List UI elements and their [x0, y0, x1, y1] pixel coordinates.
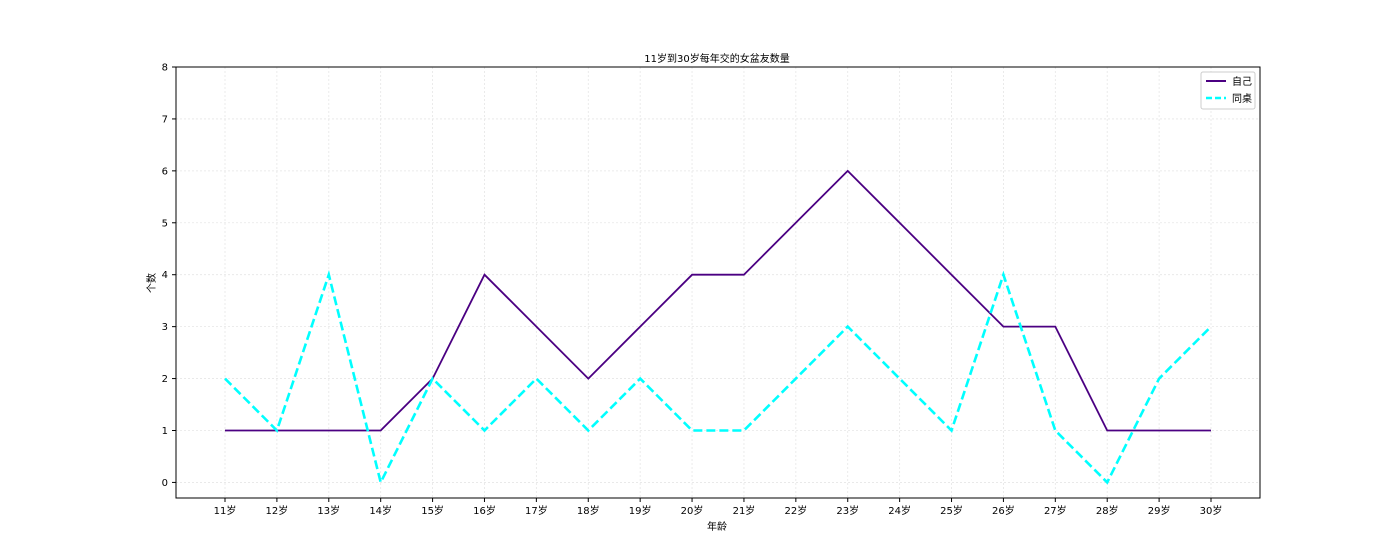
x-tick-label: 25岁 [940, 504, 963, 517]
x-tick-label: 30岁 [1200, 504, 1223, 517]
legend-label-deskmate: 同桌 [1232, 92, 1252, 105]
y-tick-label: 4 [162, 270, 168, 281]
x-axis-title: 年龄 [707, 520, 727, 533]
x-tick-label: 16岁 [473, 504, 496, 517]
y-tick-label: 2 [162, 374, 168, 385]
plot-frame [175, 66, 1261, 499]
series-layer [224, 169, 1212, 487]
x-tick-label: 11岁 [214, 504, 237, 517]
series-line-deskmate [224, 270, 1212, 487]
x-tick-label: 13岁 [317, 504, 340, 517]
chart-title: 11岁到30岁每年交的女盆友数量 [644, 52, 789, 65]
y-tick-label: 0 [162, 478, 168, 489]
x-tick-label: 23岁 [836, 504, 859, 517]
x-tick-label: 14岁 [369, 504, 392, 517]
y-tick-label: 7 [162, 114, 168, 125]
x-tick-label: 24岁 [888, 504, 911, 517]
x-tick-label: 27岁 [1044, 504, 1067, 517]
x-tick-label: 29岁 [1148, 504, 1171, 517]
grid [176, 66, 1260, 498]
x-tick-label: 12岁 [266, 504, 289, 517]
x-tick-label: 28岁 [1096, 504, 1119, 517]
legend-label-self: 自己 [1232, 75, 1252, 88]
x-tick-label: 22岁 [784, 504, 807, 517]
x-tick-label: 19岁 [629, 504, 652, 517]
x-tick-label: 15岁 [421, 504, 444, 517]
x-axis: 11岁 12岁 13岁 14岁 15岁 16岁 17岁 18岁 19岁 20岁 21岁 22岁 23岁 2… [214, 498, 1223, 517]
y-axis-title: 个数 [145, 273, 158, 293]
legend: 自己 同桌 [1200, 71, 1256, 110]
x-tick-label: 20岁 [681, 504, 704, 517]
y-tick-label: 5 [162, 218, 168, 229]
y-tick-label: 1 [162, 426, 168, 437]
y-axis: 0 1 2 3 4 5 6 7 8 [162, 63, 176, 489]
y-tick-label: 6 [162, 166, 168, 177]
x-tick-label: 21岁 [733, 504, 756, 517]
series-line-self [225, 169, 1211, 432]
x-tick-label: 18岁 [577, 504, 600, 517]
y-tick-label: 3 [162, 322, 168, 333]
x-tick-label: 26岁 [992, 504, 1015, 517]
y-tick-label: 8 [162, 63, 168, 74]
x-tick-label: 17岁 [525, 504, 548, 517]
